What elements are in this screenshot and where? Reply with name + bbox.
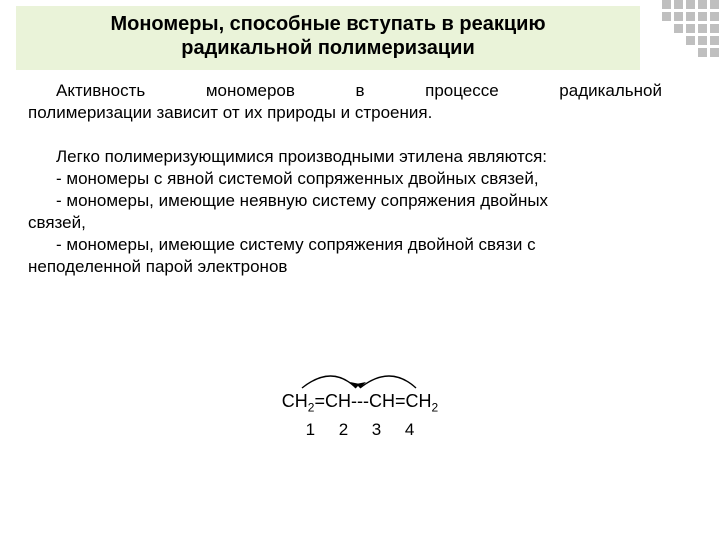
formula-block: CH2=CH---CH=CH2 1 2 3 4 [0, 370, 720, 441]
side-pattern [662, 0, 720, 60]
title-line2: радикальной полимеризации [26, 36, 630, 60]
formula-numbers: 1 2 3 4 [0, 419, 720, 441]
b3-l2: неподеленной парой электронов [28, 256, 662, 278]
body-text: Активность мономеров в процессе радикаль… [28, 80, 662, 278]
p1-l1: Активность мономеров в процессе радикаль… [28, 80, 662, 102]
b1: - мономеры с явной системой сопряженных … [28, 168, 662, 190]
p2: Легко полимеризующимися производными эти… [28, 146, 662, 168]
b2-l2: связей, [28, 212, 662, 234]
b3-l1: - мономеры, имеющие систему сопряжения д… [28, 234, 662, 256]
title-band: Мономеры, способные вступать в реакцию р… [16, 6, 640, 70]
title-line1: Мономеры, способные вступать в реакцию [26, 12, 630, 36]
formula-text: CH2=CH---CH=CH2 [282, 390, 438, 419]
p1-l2: полимеризации зависит от их природы и ст… [28, 102, 662, 124]
b2-l1: - мономеры, имеющие неявную систему сопр… [28, 190, 662, 212]
formula-arcs [270, 370, 450, 390]
